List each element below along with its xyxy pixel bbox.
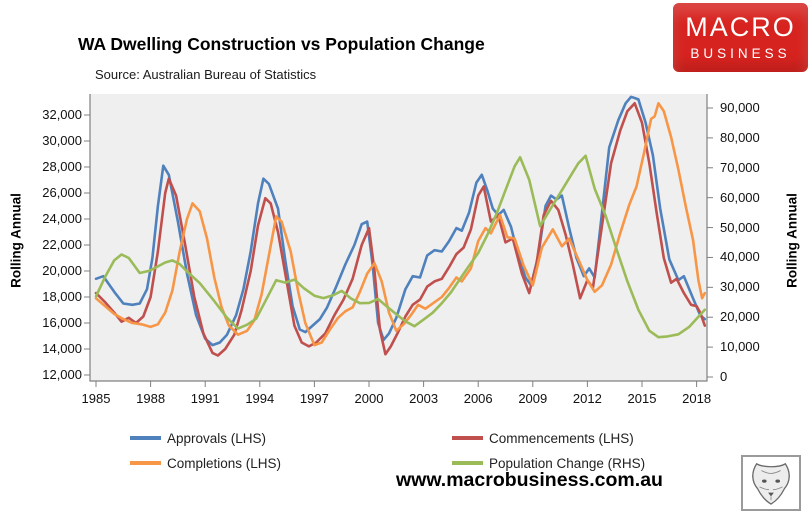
lhs-tick-label: 12,000 [42,367,82,382]
lhs-tick-label: 32,000 [42,107,82,122]
approvals-legend-swatch [130,436,161,440]
x-tick-label: 2003 [409,391,439,406]
completions-legend-swatch [130,461,161,465]
lhs-tick-label: 28,000 [42,159,82,174]
rhs-tick-label: 60,000 [720,189,760,205]
x-tick-label: 1988 [136,391,166,406]
approvals-legend-label: Approvals (LHS) [167,430,267,446]
legend-item-commencements: Commencements (LHS) [452,430,634,446]
legend-item-population-change: Population Change (RHS) [452,455,645,471]
legend-item-completions: Completions (LHS) [130,455,281,471]
wolf-logo-box [741,455,801,511]
lhs-tick-label: 26,000 [42,185,82,200]
commencements-legend-swatch [452,436,483,440]
rhs-tick-label: 30,000 [720,279,760,295]
logo-business-text: BUSINESS [690,46,791,61]
legend-item-approvals: Approvals (LHS) [130,430,266,446]
population-change-legend-swatch [452,461,483,465]
rhs-tick-label: 50,000 [720,219,760,235]
page-title: WA Dwelling Construction vs Population C… [78,34,485,54]
macrobusiness-logo: MACRO BUSINESS [673,3,808,72]
completions-legend-label: Completions (LHS) [167,455,282,471]
x-tick-label: 2012 [572,391,602,406]
lhs-tick-label: 18,000 [42,289,82,304]
rhs-tick-label: 70,000 [720,159,760,175]
x-tick-label: 2015 [627,391,657,406]
lhs-tick-label: 14,000 [42,341,82,356]
lhs-tick-label: 22,000 [42,237,82,252]
rhs-tick-label: 40,000 [720,249,760,265]
line-chart-plot-area [84,94,713,387]
lhs-tick-label: 30,000 [42,133,82,148]
population-change-line [94,154,707,339]
commencements-legend-label: Commencements (LHS) [489,430,634,446]
x-tick-label: 1994 [245,391,275,406]
rhs-tick-label: 90,000 [720,100,760,115]
rhs-tick-label: 80,000 [720,129,760,145]
population-change-legend-label: Population Change (RHS) [489,455,646,471]
source-note: Source: Australian Bureau of Statistics [95,67,317,82]
lhs-tick-label: 16,000 [42,315,82,330]
rhs-tick-label: 20,000 [720,309,760,325]
x-tick-label: 2000 [354,391,384,406]
x-tick-label: 1985 [81,391,111,406]
x-tick-label: 1997 [299,391,329,406]
logo-macro-text: MACRO [685,12,796,42]
rhs-tick-label: 0 [720,369,728,384]
commencements-line [94,102,707,357]
completions-line [94,102,707,347]
x-tick-label: 1991 [190,391,220,406]
x-tick-label: 2006 [463,391,493,406]
website-text: www.macrobusiness.com.au [396,469,663,491]
wolf-icon [752,463,790,505]
x-tick-label: 2009 [518,391,548,406]
lhs-tick-label: 24,000 [42,211,82,226]
x-tick-label: 2018 [682,391,712,406]
lhs-tick-label: 20,000 [42,263,82,278]
rhs-tick-label: 10,000 [720,339,760,355]
